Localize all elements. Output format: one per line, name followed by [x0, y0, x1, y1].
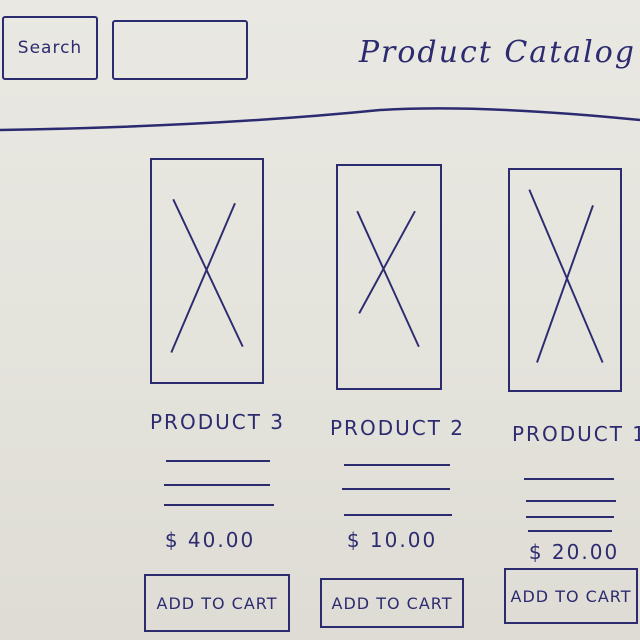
description-line: [526, 500, 616, 502]
header-divider: [0, 107, 640, 132]
description-line: [344, 464, 450, 466]
add-to-cart-button[interactable]: ADD TO CART: [320, 578, 464, 628]
add-to-cart-button[interactable]: ADD TO CART: [504, 568, 638, 624]
product-name: PRODUCT 3: [150, 410, 286, 434]
product-price: $ 40.00: [164, 528, 256, 552]
description-line: [528, 530, 612, 532]
description-line: [164, 504, 274, 506]
image-placeholder-icon: [336, 164, 442, 390]
description-line: [344, 514, 452, 516]
description-line: [342, 488, 450, 490]
search-button-label: Search: [17, 38, 83, 58]
image-placeholder-icon: [150, 158, 264, 384]
image-placeholder-icon: [508, 168, 622, 392]
page-title: Product Catalog: [358, 34, 636, 70]
description-line: [524, 478, 614, 480]
product-name: PRODUCT 2: [330, 416, 466, 440]
product-price: $ 20.00: [528, 540, 620, 564]
product-name: PRODUCT 1: [512, 422, 640, 446]
search-button[interactable]: Search: [2, 16, 98, 80]
product-price: $ 10.00: [346, 528, 438, 552]
search-input[interactable]: [112, 20, 248, 80]
description-line: [164, 484, 270, 486]
description-line: [166, 460, 270, 462]
add-to-cart-button[interactable]: ADD TO CART: [144, 574, 290, 632]
description-line: [526, 516, 614, 518]
